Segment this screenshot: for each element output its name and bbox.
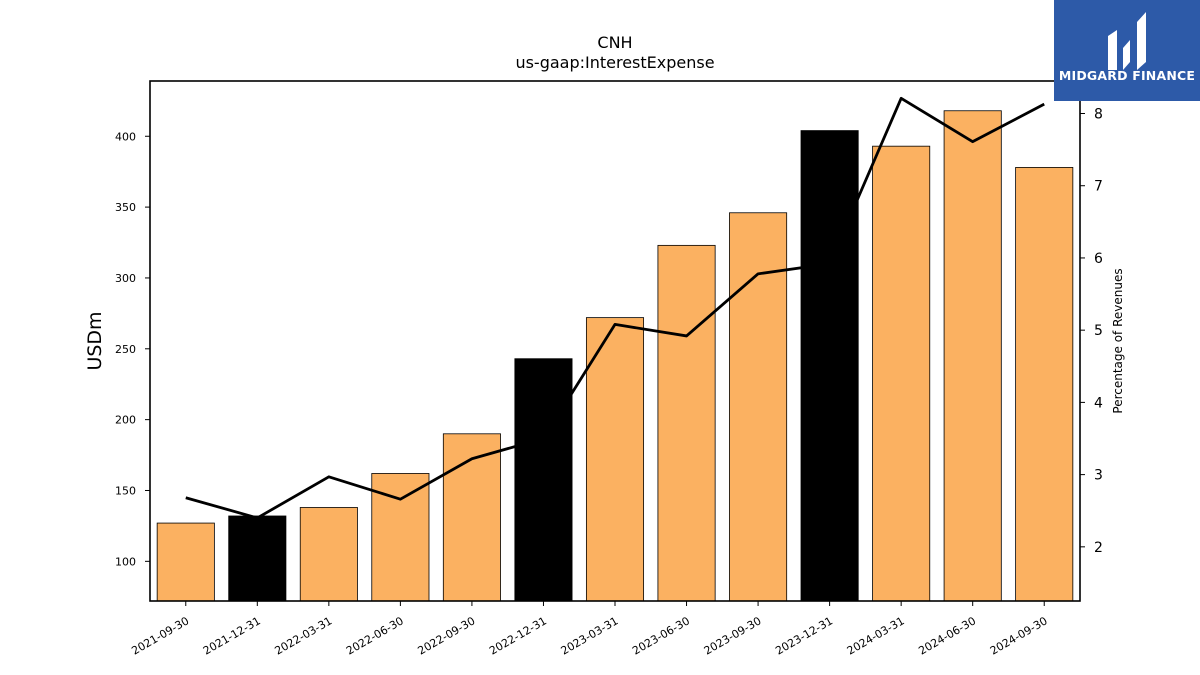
- bar: [442, 433, 501, 602]
- bar: [514, 358, 573, 602]
- bar: [800, 130, 859, 602]
- y-tick-label: 400: [115, 130, 136, 143]
- chart-subtitle: us-gaap:InterestExpense: [515, 53, 714, 72]
- y-tick-label: 150: [115, 484, 136, 497]
- y2-tick-label: 5: [1094, 323, 1103, 339]
- bar: [943, 110, 1002, 602]
- y-tick-label: 250: [115, 343, 136, 356]
- x-tick-label: 2023-03-31: [559, 614, 621, 657]
- watermark-logo: MIDGARD FINANCE: [1054, 0, 1200, 101]
- x-tick-label: 2023-09-30: [702, 614, 764, 657]
- watermark-text: MIDGARD FINANCE: [1058, 68, 1196, 83]
- bar: [156, 522, 215, 602]
- bar: [1015, 167, 1074, 602]
- bar: [299, 507, 358, 602]
- y2-tick-label: 8: [1094, 107, 1103, 123]
- x-tick-label: 2023-06-30: [630, 614, 692, 657]
- x-tick-label: 2024-09-30: [988, 614, 1050, 657]
- x-tick-label: 2022-06-30: [344, 614, 406, 657]
- line-series: [185, 96, 1045, 520]
- y2-tick-label: 6: [1094, 251, 1103, 267]
- y-tick-label: 350: [115, 201, 136, 214]
- y-tick-label: 200: [115, 414, 136, 427]
- y2-tick-label: 4: [1094, 395, 1103, 411]
- bar: [657, 244, 716, 602]
- chart-title: CNH: [597, 33, 632, 52]
- bar: [228, 515, 287, 602]
- x-tick-label: 2022-09-30: [416, 614, 478, 657]
- y-tick-label: 300: [115, 272, 136, 285]
- line-layer: [185, 96, 1045, 520]
- y-tick-label: 100: [115, 555, 136, 568]
- bar: [371, 473, 430, 602]
- y2-tick-label: 7: [1094, 179, 1103, 195]
- y2-tick-label: 2: [1094, 540, 1103, 556]
- y2-axis-label: Percentage of Revenues: [1111, 268, 1125, 413]
- x-tick-label: 2023-12-31: [773, 614, 835, 657]
- y2-tick-label: 3: [1094, 468, 1103, 484]
- x-tick-label: 2021-12-31: [201, 614, 263, 657]
- y-axis-label: USDm: [84, 311, 106, 370]
- bar: [729, 212, 788, 602]
- bar: [872, 145, 931, 602]
- x-tick-label: 2021-09-30: [129, 614, 191, 657]
- x-tick-label: 2022-03-31: [272, 614, 334, 657]
- bars-layer: [156, 110, 1074, 602]
- x-tick-label: 2024-03-31: [845, 614, 907, 657]
- logo-mark-icon: [1108, 12, 1146, 70]
- x-tick-label: 2024-06-30: [916, 614, 978, 657]
- x-tick-label: 2022-12-31: [487, 614, 549, 657]
- bar: [585, 317, 645, 602]
